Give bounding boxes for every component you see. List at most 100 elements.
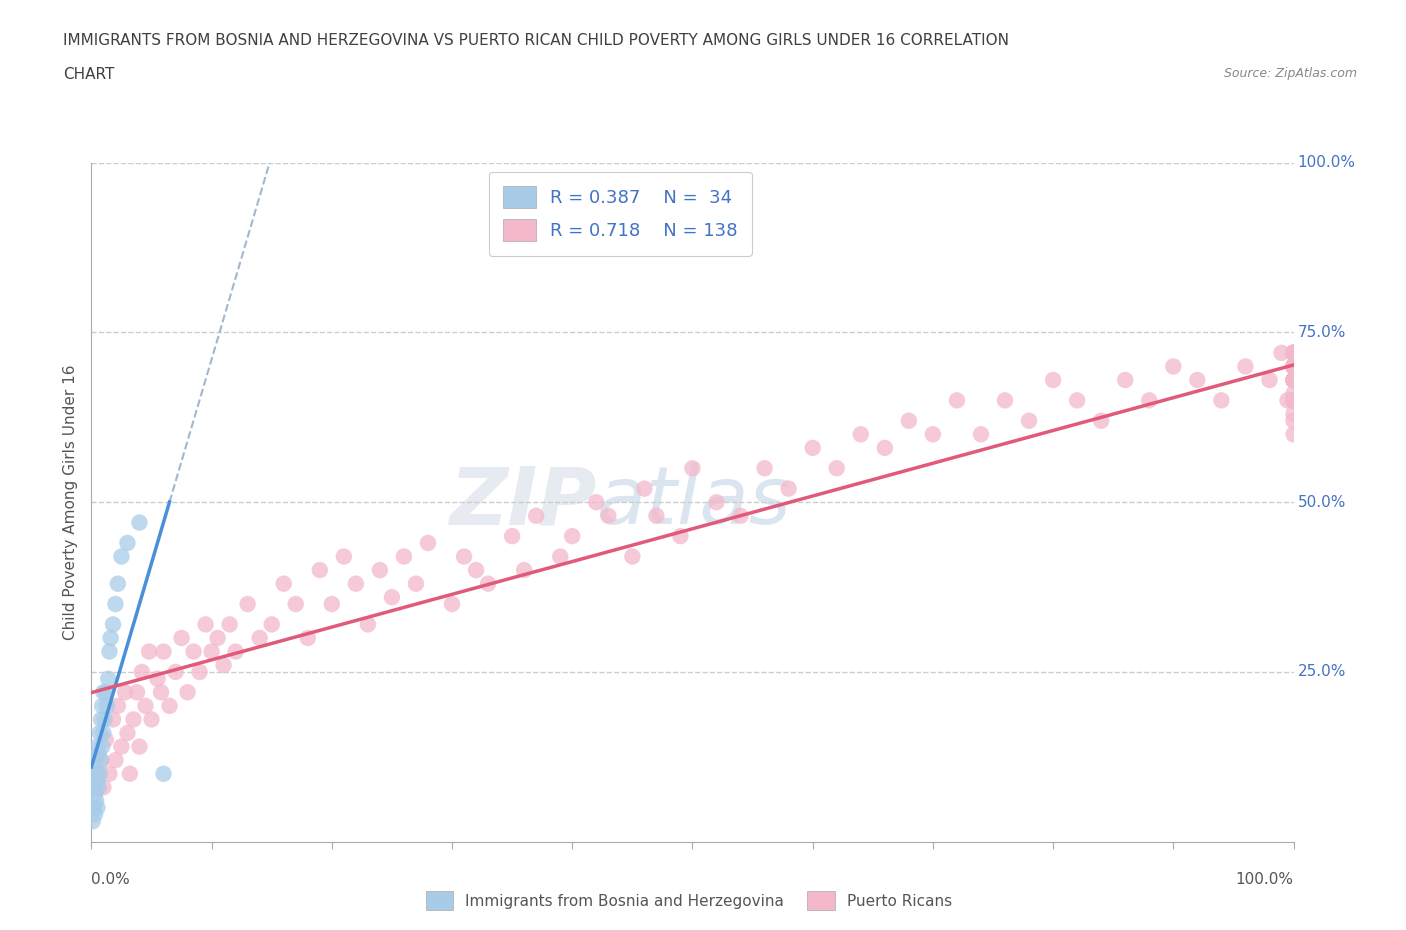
- Legend: R = 0.387    N =  34, R = 0.718    N = 138: R = 0.387 N = 34, R = 0.718 N = 138: [489, 172, 752, 256]
- Point: [321, 597, 343, 612]
- Point: [1282, 359, 1305, 374]
- Point: [1282, 373, 1305, 388]
- Point: [524, 509, 547, 524]
- Point: [94, 684, 117, 699]
- Point: [598, 509, 620, 524]
- Legend: Immigrants from Bosnia and Herzegovina, Puerto Ricans: Immigrants from Bosnia and Herzegovina, …: [418, 884, 960, 918]
- Point: [1282, 373, 1305, 388]
- Point: [1277, 393, 1299, 408]
- Point: [93, 684, 115, 699]
- Point: [84, 807, 107, 822]
- Point: [107, 698, 129, 713]
- Point: [730, 509, 752, 524]
- Point: [849, 427, 872, 442]
- Point: [1282, 393, 1305, 408]
- Point: [93, 780, 115, 795]
- Point: [1137, 393, 1160, 408]
- Point: [778, 481, 800, 496]
- Point: [1282, 373, 1305, 388]
- Point: [416, 536, 439, 551]
- Point: [344, 577, 367, 591]
- Point: [141, 712, 163, 727]
- Point: [1282, 373, 1305, 388]
- Point: [1270, 345, 1292, 360]
- Text: 25.0%: 25.0%: [1298, 664, 1346, 680]
- Point: [89, 725, 111, 740]
- Point: [392, 549, 415, 564]
- Point: [1187, 373, 1209, 388]
- Point: [84, 752, 107, 767]
- Point: [621, 549, 644, 564]
- Point: [134, 698, 156, 713]
- Point: [1282, 393, 1305, 408]
- Point: [107, 577, 129, 591]
- Text: 75.0%: 75.0%: [1298, 325, 1346, 340]
- Point: [1211, 393, 1233, 408]
- Point: [90, 752, 112, 767]
- Point: [82, 814, 104, 829]
- Point: [159, 698, 181, 713]
- Point: [83, 780, 105, 795]
- Point: [125, 684, 148, 699]
- Point: [83, 800, 105, 815]
- Point: [1282, 359, 1305, 374]
- Point: [1282, 345, 1305, 360]
- Text: ZIP: ZIP: [449, 463, 596, 541]
- Point: [146, 671, 169, 686]
- Text: 100.0%: 100.0%: [1236, 872, 1294, 887]
- Point: [706, 495, 728, 510]
- Point: [284, 597, 307, 612]
- Point: [87, 780, 110, 795]
- Point: [1282, 345, 1305, 360]
- Point: [1282, 373, 1305, 388]
- Point: [633, 481, 655, 496]
- Point: [87, 746, 110, 761]
- Point: [97, 671, 120, 686]
- Point: [225, 644, 247, 659]
- Point: [1258, 373, 1281, 388]
- Point: [236, 597, 259, 612]
- Point: [118, 766, 141, 781]
- Point: [117, 536, 139, 551]
- Point: [128, 739, 150, 754]
- Point: [1282, 345, 1305, 360]
- Point: [86, 766, 108, 781]
- Point: [96, 698, 118, 713]
- Point: [152, 644, 174, 659]
- Point: [98, 644, 121, 659]
- Point: [825, 461, 848, 476]
- Point: [1282, 359, 1305, 374]
- Point: [561, 528, 583, 543]
- Point: [218, 617, 240, 631]
- Point: [1282, 373, 1305, 388]
- Point: [89, 766, 111, 781]
- Point: [1282, 359, 1305, 374]
- Point: [104, 752, 127, 767]
- Point: [1282, 345, 1305, 360]
- Point: [100, 631, 122, 645]
- Y-axis label: Child Poverty Among Girls Under 16: Child Poverty Among Girls Under 16: [62, 365, 77, 640]
- Point: [1282, 393, 1305, 408]
- Point: [138, 644, 160, 659]
- Point: [183, 644, 205, 659]
- Point: [86, 739, 108, 754]
- Point: [1282, 359, 1305, 374]
- Point: [1282, 393, 1305, 408]
- Point: [754, 461, 776, 476]
- Point: [194, 617, 217, 631]
- Point: [101, 617, 124, 631]
- Point: [260, 617, 283, 631]
- Point: [1282, 393, 1305, 408]
- Point: [1282, 359, 1305, 374]
- Text: Source: ZipAtlas.com: Source: ZipAtlas.com: [1223, 67, 1357, 80]
- Point: [1282, 359, 1305, 374]
- Point: [201, 644, 224, 659]
- Point: [1282, 359, 1305, 374]
- Point: [465, 563, 488, 578]
- Point: [93, 725, 115, 740]
- Point: [1282, 373, 1305, 388]
- Point: [946, 393, 969, 408]
- Point: [1066, 393, 1088, 408]
- Point: [98, 766, 121, 781]
- Point: [1090, 413, 1112, 428]
